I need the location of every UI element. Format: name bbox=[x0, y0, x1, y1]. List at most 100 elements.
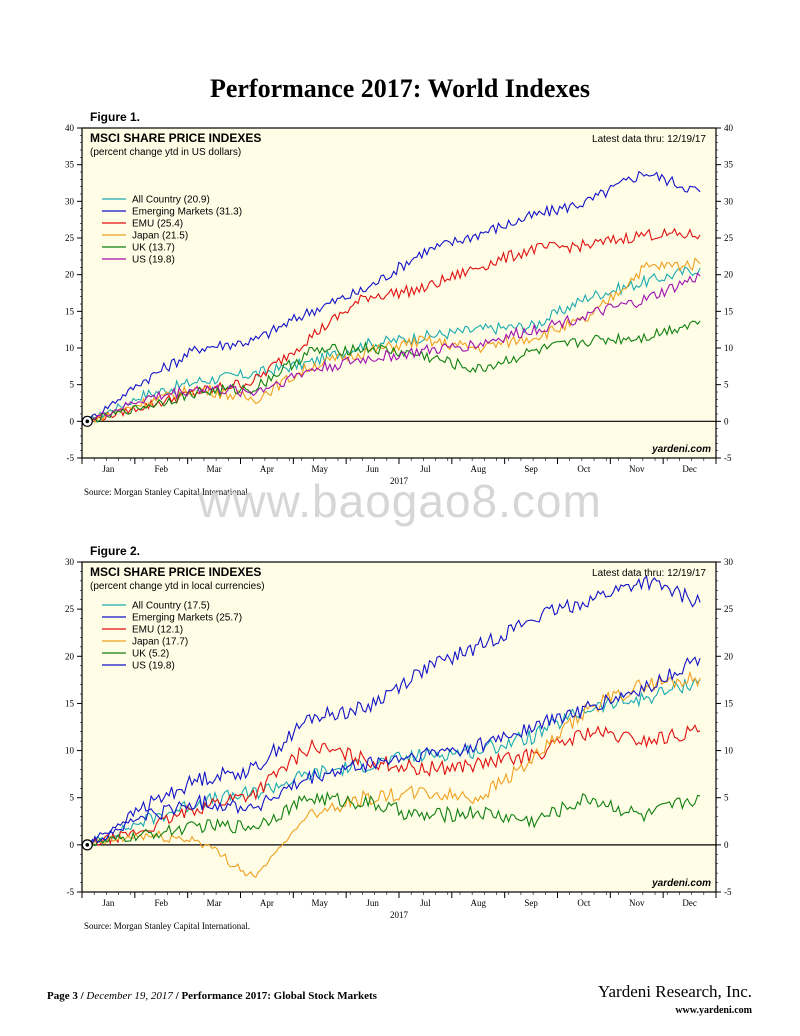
y-tick-label-left: 35 bbox=[65, 160, 75, 170]
legend-label-0: All Country (20.9) bbox=[132, 195, 210, 206]
x-tick-label: Jul bbox=[420, 898, 431, 908]
figure-2-label: Figure 2. bbox=[90, 544, 141, 558]
x-tick-label: Oct bbox=[577, 464, 590, 474]
x-tick-label: Jun bbox=[366, 898, 379, 908]
y-tick-label-left: 30 bbox=[65, 196, 75, 206]
series-line-5 bbox=[87, 656, 701, 846]
chart-subtitle: (percent change ytd in US dollars) bbox=[90, 147, 241, 158]
legend-label-1: Emerging Markets (31.3) bbox=[132, 207, 242, 218]
y-tick-label-right: 35 bbox=[724, 160, 734, 170]
chart-brand: yardeni.com bbox=[651, 878, 711, 889]
footer-separator: / bbox=[175, 990, 179, 1002]
x-tick-label: May bbox=[312, 464, 329, 474]
plot-frame bbox=[81, 127, 717, 459]
y-tick-label-left: 10 bbox=[65, 746, 75, 756]
footer-company: Yardeni Research, Inc. bbox=[597, 982, 752, 1001]
x-tick-label: Jan bbox=[102, 898, 114, 908]
figure-1-label: Figure 1. bbox=[90, 110, 141, 124]
y-tick-label-right: 25 bbox=[724, 604, 734, 614]
y-tick-label-left: 0 bbox=[70, 840, 75, 850]
legend-label-2: EMU (25.4) bbox=[132, 219, 183, 230]
x-tick-label: Dec bbox=[682, 898, 697, 908]
series-line-1 bbox=[87, 575, 701, 846]
y-tick-label-left: 5 bbox=[70, 380, 75, 390]
x-tick-label: Nov bbox=[629, 464, 645, 474]
figure-2-chart: -5 -5 0 0 5 5 10 10 15 15 20 20 25 25 30 30 Jan Feb Mar Apr… bbox=[65, 557, 734, 918]
chart-latest-data-note: Latest data thru: 12/19/17 bbox=[592, 568, 706, 579]
series-line-2 bbox=[86, 724, 701, 846]
x-tick-label: May bbox=[312, 898, 329, 908]
x-tick-label: Oct bbox=[577, 898, 590, 908]
y-tick-label-right: 30 bbox=[724, 196, 734, 206]
y-tick-label-right: 15 bbox=[724, 698, 734, 708]
plot-background bbox=[82, 562, 716, 892]
footer-date: December 19, 2017 bbox=[86, 990, 173, 1002]
x-tick-label: Sep bbox=[524, 898, 538, 908]
y-tick-label-left: 10 bbox=[65, 343, 75, 353]
y-tick-label-left: 25 bbox=[65, 233, 75, 243]
y-tick-label-right: 5 bbox=[724, 793, 729, 803]
chart-brand: yardeni.com bbox=[651, 444, 711, 455]
y-tick-label-right: 20 bbox=[724, 651, 734, 661]
y-tick-label-right: 0 bbox=[724, 416, 729, 426]
series-line-3 bbox=[86, 670, 701, 878]
x-tick-label: Aug bbox=[471, 898, 487, 908]
legend-label-4: UK (13.7) bbox=[132, 243, 175, 254]
series-line-1 bbox=[87, 170, 701, 424]
x-tick-label: Sep bbox=[524, 464, 538, 474]
figure-1-chart: -5 -5 0 0 5 5 10 10 15 15 20 20 25 25 30 30 35 35 40 40 Jan F… bbox=[65, 123, 734, 484]
x-tick-label: Feb bbox=[155, 898, 169, 908]
y-tick-label-right: -5 bbox=[724, 887, 732, 897]
legend-label-4: UK (5.2) bbox=[132, 649, 169, 660]
figure-1-source: Source: Morgan Stanley Capital Internati… bbox=[84, 487, 251, 497]
x-tick-label: Nov bbox=[629, 898, 645, 908]
chart-subtitle: (percent change ytd in local currencies) bbox=[90, 581, 265, 592]
y-tick-label-right: 10 bbox=[724, 343, 734, 353]
legend-label-5: US (19.8) bbox=[132, 661, 175, 672]
origin-marker-dot bbox=[85, 843, 90, 847]
footer-page-info: Page 3 / December 19, 2017 / Performance… bbox=[47, 990, 377, 1002]
series-line-0 bbox=[86, 677, 701, 848]
figure-2-source: Source: Morgan Stanley Capital Internati… bbox=[84, 921, 251, 931]
y-tick-label-left: 5 bbox=[70, 793, 75, 803]
y-tick-label-left: -5 bbox=[67, 453, 75, 463]
series-line-0 bbox=[86, 266, 701, 423]
y-tick-label-left: -5 bbox=[67, 887, 75, 897]
x-tick-label: Apr bbox=[260, 464, 274, 474]
plot-frame bbox=[81, 561, 717, 893]
footer-url: www.yardeni.com bbox=[675, 1005, 752, 1016]
x-tick-label: Mar bbox=[207, 464, 222, 474]
y-tick-label-right: 0 bbox=[724, 840, 729, 850]
footer-page-label: Page 3 / bbox=[47, 990, 84, 1002]
x-axis-label: 2017 bbox=[390, 910, 409, 918]
y-tick-label-right: 10 bbox=[724, 746, 734, 756]
x-tick-label: Mar bbox=[207, 898, 222, 908]
legend-label-1: Emerging Markets (25.7) bbox=[132, 613, 242, 624]
x-tick-label: Feb bbox=[155, 464, 169, 474]
y-tick-label-left: 40 bbox=[65, 123, 75, 133]
y-tick-label-left: 25 bbox=[65, 604, 75, 614]
chart-latest-data-note: Latest data thru: 12/19/17 bbox=[592, 134, 706, 145]
x-tick-label: Jul bbox=[420, 464, 431, 474]
x-tick-label: Dec bbox=[682, 464, 697, 474]
series-line-4 bbox=[86, 790, 701, 850]
x-tick-label: Jun bbox=[366, 464, 379, 474]
legend-label-0: All Country (17.5) bbox=[132, 601, 210, 612]
x-tick-label: Aug bbox=[471, 464, 487, 474]
y-tick-label-right: 30 bbox=[724, 557, 734, 567]
y-tick-label-left: 15 bbox=[65, 698, 75, 708]
y-tick-label-right: -5 bbox=[724, 453, 732, 463]
y-tick-label-right: 25 bbox=[724, 233, 734, 243]
legend-label-3: Japan (21.5) bbox=[132, 231, 188, 242]
legend-label-2: EMU (12.1) bbox=[132, 625, 183, 636]
y-tick-label-right: 40 bbox=[724, 123, 734, 133]
y-tick-label-right: 15 bbox=[724, 306, 734, 316]
watermark: www.baogao8.com bbox=[198, 475, 602, 527]
y-tick-label-right: 20 bbox=[724, 270, 734, 280]
origin-marker-dot bbox=[85, 419, 90, 424]
page-title: Performance 2017: World Indexes bbox=[209, 74, 591, 103]
y-tick-label-left: 0 bbox=[70, 416, 75, 426]
footer-report-title: Performance 2017: Global Stock Markets bbox=[181, 990, 377, 1002]
x-tick-label: Jan bbox=[102, 464, 114, 474]
legend-label-3: Japan (17.7) bbox=[132, 637, 188, 648]
